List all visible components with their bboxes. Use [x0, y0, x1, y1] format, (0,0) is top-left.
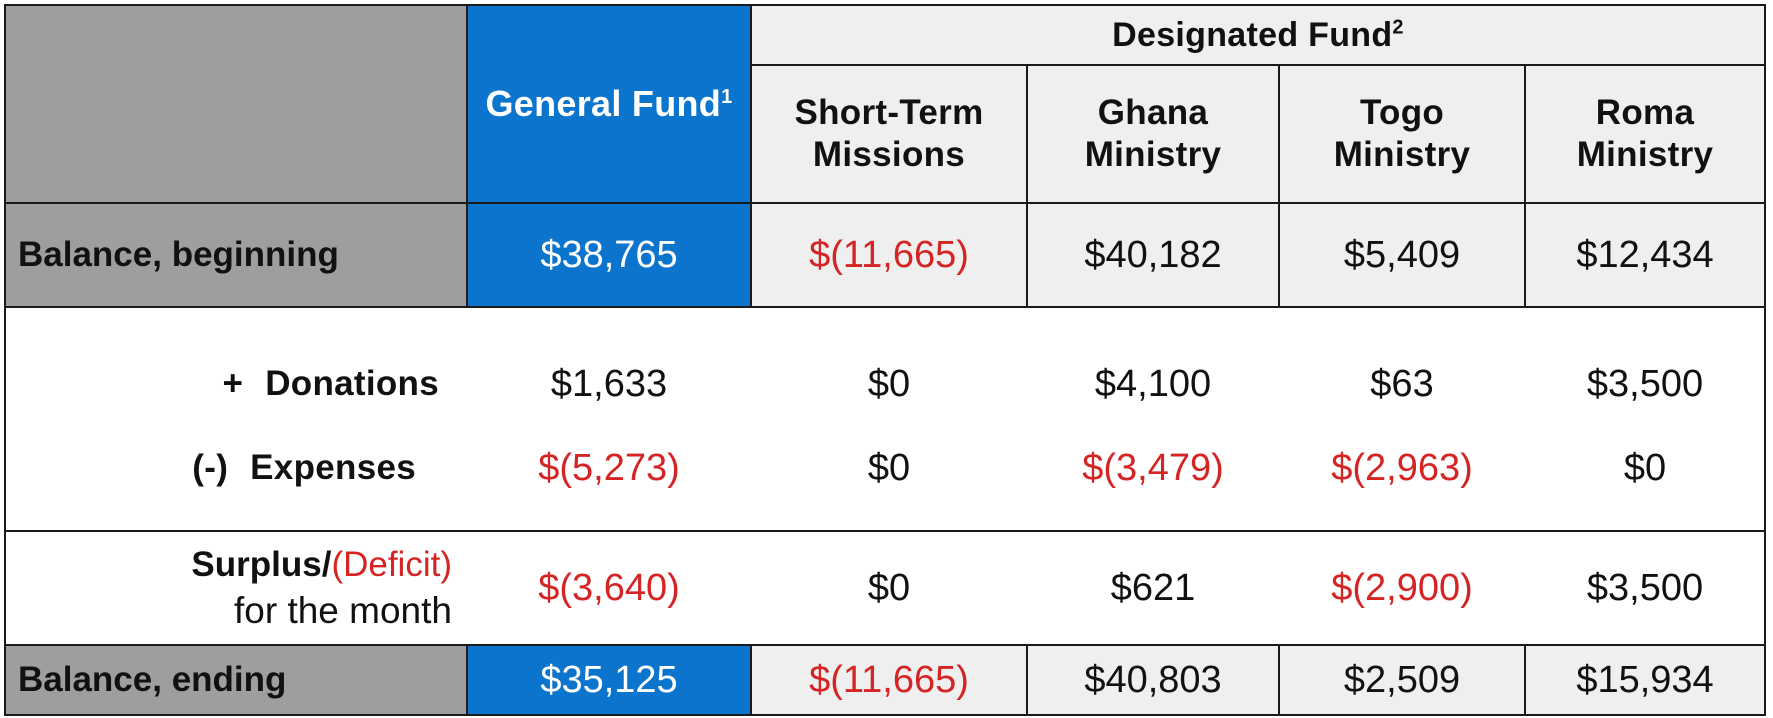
header-col-ghana: Ghana Ministry: [1026, 64, 1280, 204]
ghana-donations: $4,100: [1094, 362, 1212, 405]
ghana-expenses: $(3,479): [1082, 446, 1224, 489]
designated-fund-label: Designated Fund: [1112, 16, 1393, 54]
general-fund-surplus: $(3,640): [538, 566, 680, 609]
general-fund-balance-ending: $35,125: [466, 644, 752, 716]
general-fund-balance-beginning: $38,765: [466, 202, 752, 308]
header-designated-fund: Designated Fund2: [750, 4, 1766, 66]
general-fund-donations: $1,633: [550, 362, 668, 405]
row-label-surplus: Surplus/(Deficit) for the month: [4, 536, 452, 640]
expenses-label: Expenses: [250, 448, 416, 487]
roma-expenses: $0: [1623, 446, 1667, 489]
row-label-donations: + Donations: [4, 356, 439, 412]
general-fund-expenses: $(5,273): [538, 446, 680, 489]
header-col-roma: Roma Ministry: [1524, 64, 1766, 204]
donations-label: Donations: [265, 364, 439, 403]
togo-surplus: $(2,900): [1331, 566, 1473, 609]
col-label-line2: Missions: [812, 135, 966, 174]
ghana-balance-beginning: $40,182: [1026, 202, 1280, 308]
short-term-balance-beginning: $(11,665): [750, 202, 1028, 308]
togo-donations: $63: [1370, 362, 1434, 405]
ghana-balance-ending: $40,803: [1026, 644, 1280, 716]
donations-sign: +: [222, 364, 244, 403]
roma-balance-ending: $15,934: [1524, 644, 1766, 716]
header-col-short-term: Short-Term Missions: [750, 64, 1028, 204]
togo-balance-beginning: $5,409: [1278, 202, 1526, 308]
roma-donations: $3,500: [1586, 362, 1704, 405]
col-label-line2: Ministry: [1333, 135, 1471, 174]
surplus-label-period: for the month: [233, 590, 452, 631]
short-term-expenses: $0: [867, 446, 911, 489]
togo-expenses: $(2,963): [1331, 446, 1473, 489]
col-label-line1: Ghana: [1097, 93, 1209, 132]
surplus-divider: [4, 530, 1766, 532]
roma-surplus: $3,500: [1586, 566, 1704, 609]
col-label-line1: Togo: [1359, 93, 1445, 132]
fund-balance-table: General Fund1 Designated Fund2 Short-Ter…: [4, 4, 1766, 716]
togo-balance-ending: $2,509: [1278, 644, 1526, 716]
col-label-line1: Short-Term: [794, 93, 984, 132]
row-label-expenses: (-) Expenses: [4, 440, 416, 496]
designated-fund-footnote: 2: [1392, 16, 1404, 39]
ghana-surplus: $621: [1110, 566, 1196, 609]
col-label-line2: Ministry: [1576, 135, 1714, 174]
surplus-label: Surplus/: [191, 545, 332, 584]
short-term-donations: $0: [867, 362, 911, 405]
col-label-line1: Roma: [1595, 93, 1695, 132]
col-label-line2: Ministry: [1084, 135, 1222, 174]
short-term-balance-ending: $(11,665): [750, 644, 1028, 716]
header-corner: [4, 4, 468, 204]
row-label-balance-ending: Balance, ending: [4, 644, 468, 716]
header-col-togo: Togo Ministry: [1278, 64, 1526, 204]
header-general-fund: General Fund1: [466, 4, 752, 204]
general-fund-label: General Fund: [485, 83, 722, 124]
row-label-balance-beginning: Balance, beginning: [4, 202, 468, 308]
short-term-surplus: $0: [867, 566, 911, 609]
deficit-label: (Deficit): [331, 545, 452, 584]
expenses-sign: (-): [192, 448, 229, 487]
roma-balance-beginning: $12,434: [1524, 202, 1766, 308]
general-fund-footnote: 1: [721, 86, 733, 108]
